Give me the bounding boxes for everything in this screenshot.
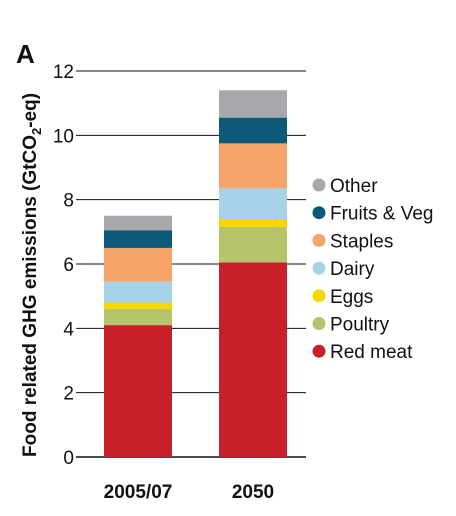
stacked-bars [104, 90, 287, 457]
y-axis-label-subscript: 2 [29, 128, 44, 135]
legend: Other Fruits & Veg Staples Dairy Eggs Poultry… [312, 176, 434, 363]
y-tick-label-10: 10 [53, 126, 74, 147]
legend-label: Staples [330, 231, 393, 252]
bar-segment-red-meat [104, 325, 172, 457]
y-tick-label-4: 4 [63, 319, 74, 340]
legend-item-fruits-veg: Fruits & Veg [312, 204, 434, 225]
legend-item-other: Other [312, 176, 378, 197]
y-axis-label: Food related GHG emissions (GtCO2-eq) [20, 93, 44, 457]
y-tick-label-6: 6 [63, 255, 74, 276]
bar-segment-poultry [219, 227, 287, 263]
bar-segment-red-meat [219, 262, 287, 457]
legend-swatch [312, 206, 326, 220]
legend-swatch [312, 344, 326, 358]
bar-segment-fruits-veg [219, 117, 287, 144]
y-tick-label-12: 12 [53, 62, 74, 83]
bar-segment-eggs [219, 218, 287, 228]
legend-label: Other [330, 176, 378, 197]
legend-label: Poultry [330, 315, 390, 336]
bar-segment-staples [219, 143, 287, 189]
x-tick-label-0: 2005/07 [104, 482, 173, 503]
legend-label: Dairy [330, 259, 375, 280]
y-tick-label-8: 8 [63, 191, 74, 212]
legend-item-staples: Staples [312, 231, 393, 252]
bar-2050 [219, 90, 287, 457]
legend-swatch [312, 178, 326, 192]
bar-segment-dairy [219, 188, 287, 219]
legend-label: Eggs [330, 287, 373, 308]
legend-swatch [312, 261, 326, 275]
bar-segment-other [219, 90, 287, 118]
legend-swatch [312, 317, 326, 330]
bar-segment-eggs [104, 302, 172, 310]
panel-label: A [16, 39, 35, 69]
bar-2005-07 [104, 215, 172, 457]
legend-item-poultry: Poultry [312, 315, 390, 336]
bar-segment-staples [104, 247, 172, 282]
y-tick-label-0: 0 [63, 448, 74, 469]
legend-item-eggs: Eggs [312, 287, 373, 308]
bar-segment-dairy [104, 281, 172, 303]
legend-item-red-meat: Red meat [312, 342, 413, 363]
y-axis-label-main: Food related GHG emissions (GtCO [20, 135, 41, 457]
bar-segment-poultry [104, 309, 172, 326]
y-tick-labels: 0 2 4 6 8 10 12 [53, 62, 75, 469]
y-axis-label-end: -eq) [20, 93, 41, 128]
y-tick-label-2: 2 [63, 384, 74, 405]
legend-label: Red meat [330, 342, 413, 363]
bar-segment-other [104, 215, 172, 231]
x-tick-label-1: 2050 [232, 482, 274, 503]
legend-swatch [312, 289, 326, 303]
x-tick-labels: 2005/07 2050 [104, 482, 274, 503]
legend-swatch [312, 233, 326, 247]
legend-item-dairy: Dairy [312, 259, 375, 280]
legend-label: Fruits & Veg [330, 204, 434, 225]
bar-segment-fruits-veg [104, 230, 172, 248]
